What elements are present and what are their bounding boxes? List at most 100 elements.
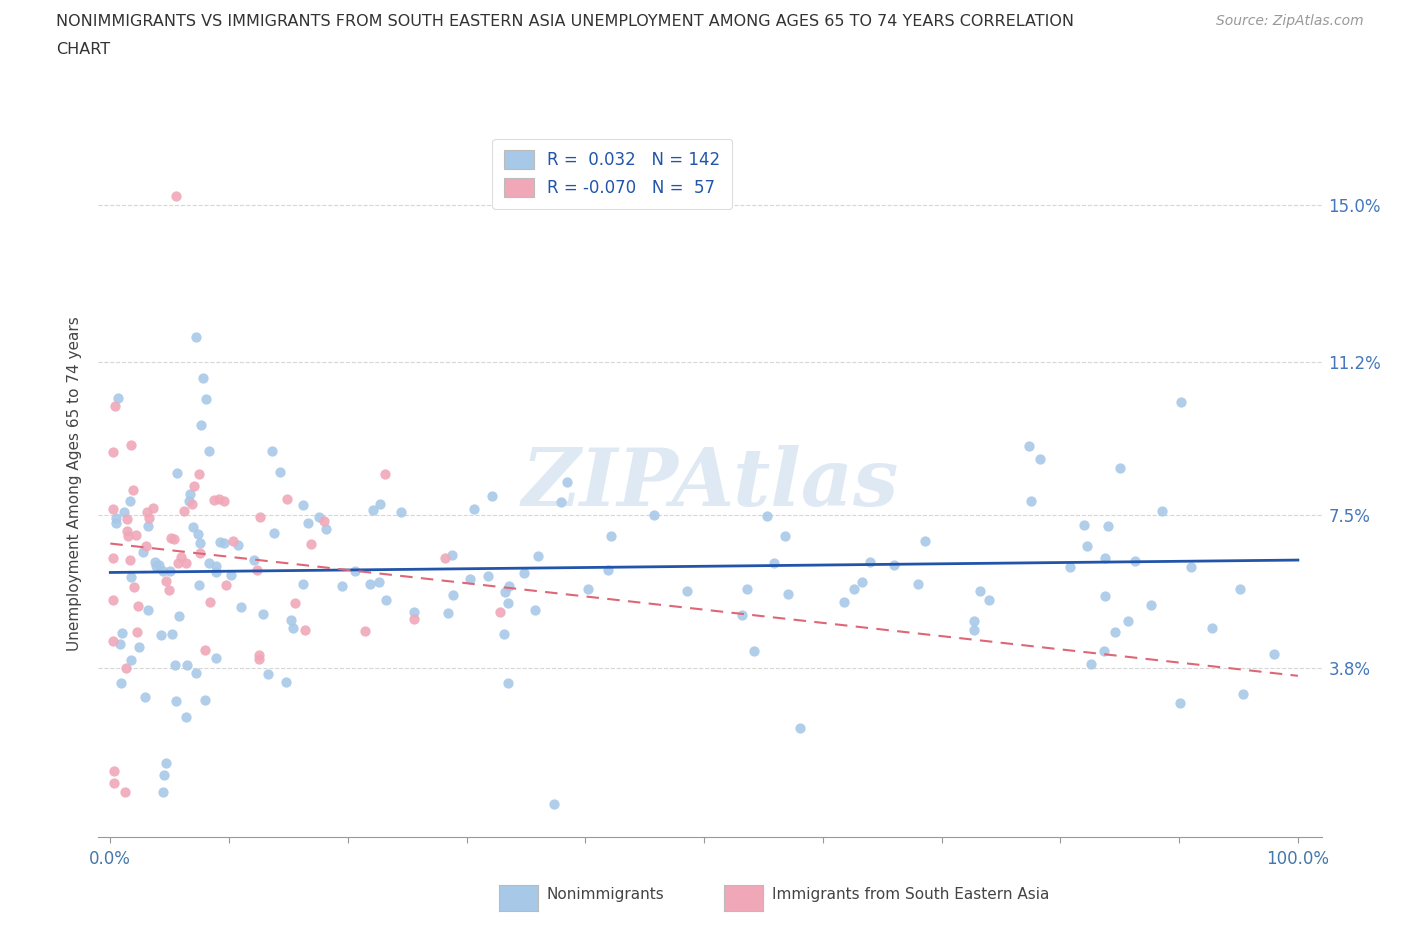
Point [152,564,174,578]
Point [1232,686,1254,701]
Point [1073,518,1095,533]
Point [1019,493,1042,508]
Point [731,607,754,622]
Point [101,501,124,516]
Point [576,582,599,597]
Point [107,391,129,405]
Point [142,500,165,515]
Point [1201,620,1223,635]
Point [135,538,157,553]
Point [205,558,228,573]
Point [127,598,149,613]
Point [555,474,578,489]
Point [104,399,127,414]
Point [458,571,481,586]
Point [136,519,159,534]
Point [494,627,516,642]
Point [108,636,131,651]
Point [1109,460,1132,475]
Point [191,371,214,386]
Point [262,444,284,458]
Point [524,603,547,618]
Point [463,502,485,517]
Point [179,486,201,501]
Point [851,574,873,589]
Point [308,509,330,524]
Point [1180,560,1202,575]
Point [1116,613,1139,628]
Point [247,652,270,667]
Point [132,545,155,560]
Point [1094,588,1116,603]
Point [312,513,335,528]
Text: NONIMMIGRANTS VS IMMIGRANTS FROM SOUTH EASTERN ASIA UNEMPLOYMENT AMONG AGES 65 T: NONIMMIGRANTS VS IMMIGRANTS FROM SOUTH E… [56,14,1074,29]
Point [157,582,180,597]
Point [173,504,195,519]
Point [294,622,316,637]
Y-axis label: Unemployment Among Ages 65 to 74 years: Unemployment Among Ages 65 to 74 years [67,316,83,651]
Point [115,512,138,526]
Point [433,551,456,565]
Point [101,593,124,608]
Point [221,568,243,583]
Point [263,525,285,540]
Point [257,667,280,682]
Point [222,533,245,548]
Point [643,507,665,522]
Point [1104,625,1126,640]
Point [1018,439,1040,454]
Point [124,528,146,543]
Point [404,611,426,626]
Point [315,522,337,537]
Point [402,604,425,619]
Point [202,493,225,508]
Point [165,189,187,204]
Point [183,478,205,493]
Point [276,491,298,506]
Point [842,581,865,596]
Point [143,555,166,570]
Point [194,643,217,658]
Point [1170,395,1192,410]
Point [550,495,572,510]
Point [513,565,536,580]
Point [174,710,197,724]
Point [789,721,811,736]
Point [215,578,238,592]
Point [330,579,353,594]
Text: Source: ZipAtlas.com: Source: ZipAtlas.com [1216,14,1364,28]
Point [122,483,145,498]
Text: Immigrants from South Eastern Asia: Immigrants from South Eastern Asia [772,887,1049,902]
Point [1076,538,1098,553]
Point [481,488,503,503]
Point [343,564,366,578]
Point [153,767,176,782]
Point [283,620,305,635]
Point [599,529,621,544]
Point [155,755,177,770]
Point [150,628,173,643]
Point [498,595,520,610]
Point [101,445,124,460]
Point [198,444,221,458]
Point [125,625,148,640]
Point [1150,503,1173,518]
Point [138,602,160,617]
Point [165,694,187,709]
Point [103,764,125,778]
Point [198,555,221,570]
Point [543,796,565,811]
Point [1263,647,1285,662]
Point [297,515,319,530]
Point [1097,518,1119,533]
Point [1168,696,1191,711]
Point [762,555,785,570]
Point [105,511,128,525]
Point [170,549,193,564]
Point [1094,551,1116,565]
Point [184,665,207,680]
Point [115,661,138,676]
Point [292,577,315,591]
Point [167,609,190,624]
Point [145,558,167,573]
